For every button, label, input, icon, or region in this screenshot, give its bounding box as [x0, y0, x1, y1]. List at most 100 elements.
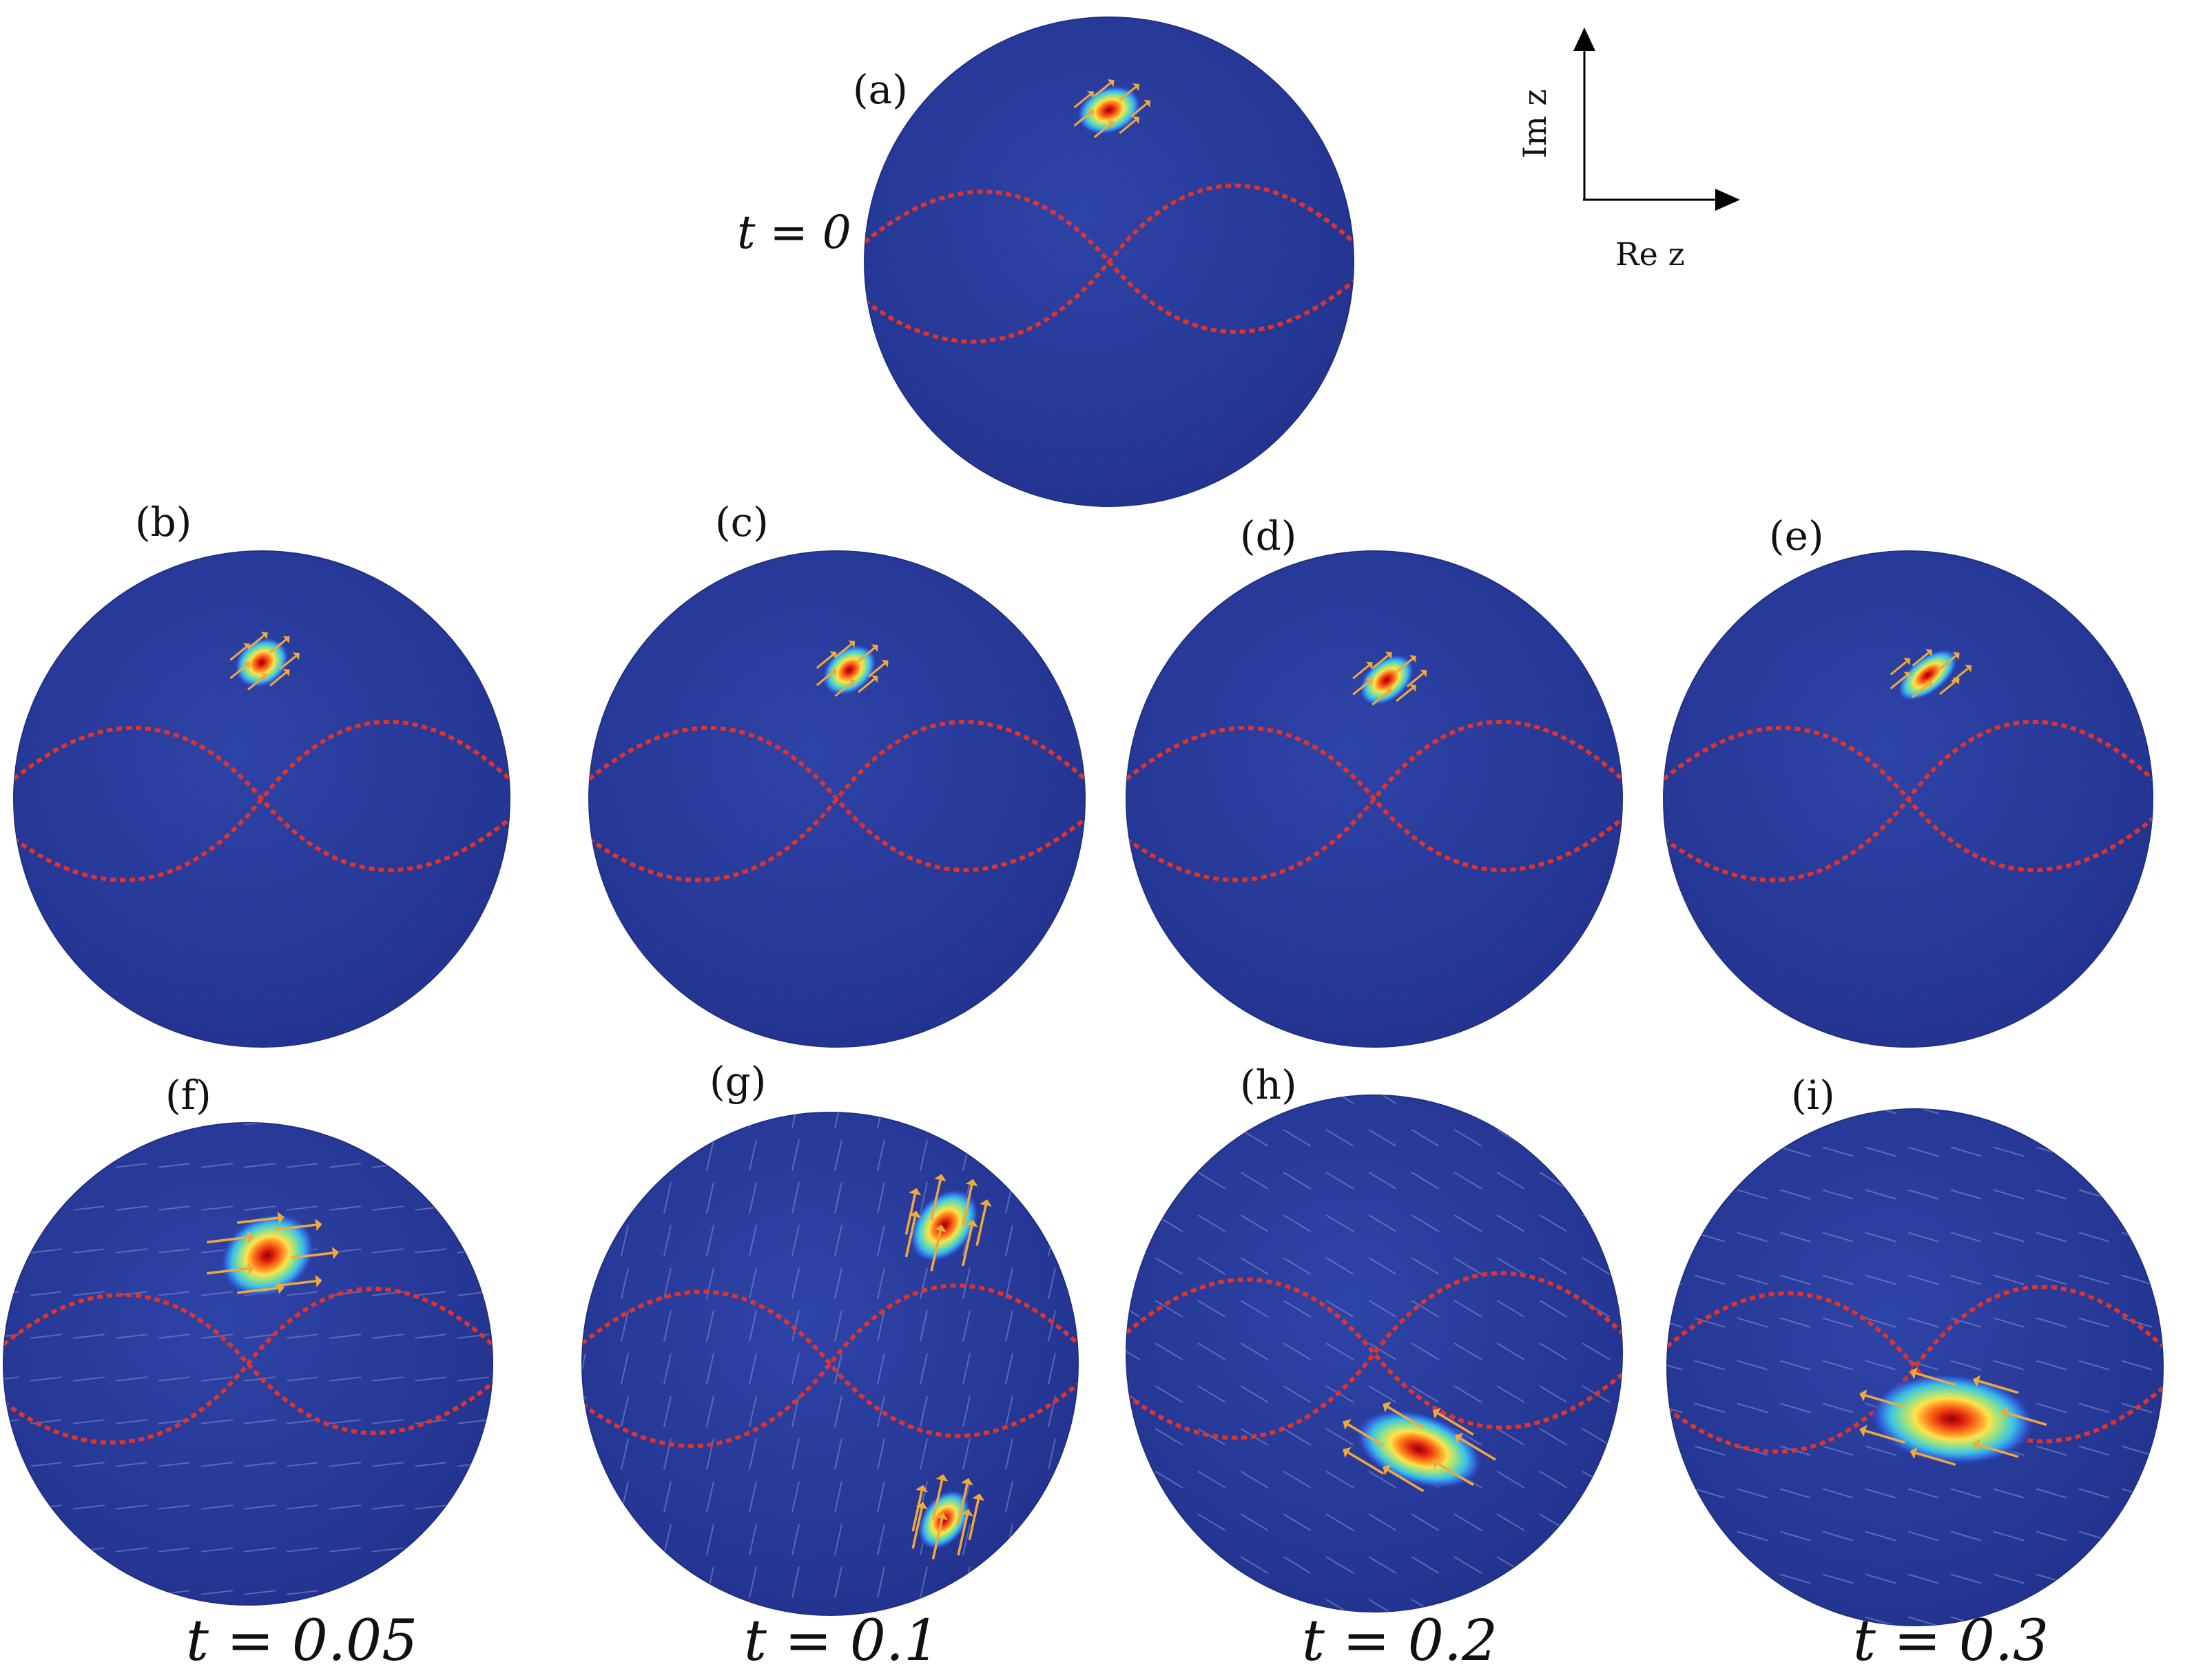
field-arrow: [287, 1504, 318, 1510]
field-arrow: [1737, 1531, 1768, 1542]
field-arrow: [427, 551, 444, 558]
field-arrow: [880, 198, 896, 211]
field-arrow: [1325, 455, 1341, 469]
field-arrow: [1126, 778, 1135, 792]
field-arrow: [158, 1376, 190, 1382]
field-arrow: [979, 755, 995, 769]
field-arrow: [1067, 315, 1084, 329]
field-arrow: [1819, 1013, 1836, 1026]
field-arrow: [1446, 755, 1462, 769]
field-arrow: [380, 551, 397, 558]
field-arrow: [1161, 151, 1177, 165]
field-arrow: [1026, 802, 1042, 816]
hot-arrow: [816, 671, 834, 686]
field-arrow: [1212, 732, 1228, 745]
field-arrow: [404, 708, 420, 722]
field-arrow: [1376, 1013, 1392, 1026]
field-arrow: [1026, 661, 1042, 675]
field-arrow: [1913, 614, 1929, 628]
field-arrow: [885, 732, 902, 745]
field-arrow: [1020, 245, 1037, 258]
field-arrow: [29, 989, 45, 1003]
field-arrow: [1184, 479, 1201, 492]
field-arrow: [749, 1225, 757, 1256]
field-arrow: [1960, 966, 1976, 979]
field-arrow: [357, 778, 373, 792]
field-arrow: [2036, 1274, 2067, 1285]
field-arrow: [1126, 1129, 1141, 1147]
field-arrow: [1352, 802, 1369, 816]
field-arrow: [1114, 34, 1130, 48]
field-arrow: [1843, 825, 1859, 839]
field-arrow: [2007, 551, 2023, 558]
field-arrow: [29, 568, 45, 581]
field-arrow: [3, 1504, 19, 1510]
field-arrow: [1259, 825, 1275, 839]
hot-arrow: [1347, 1423, 1385, 1447]
field-arrow: [1240, 1513, 1269, 1531]
field-arrow: [2007, 778, 2023, 792]
field-arrow: [2100, 661, 2117, 675]
field-arrow: [1694, 1616, 1726, 1626]
field-arrow: [2124, 614, 2140, 628]
field-arrow: [1208, 151, 1224, 165]
field-arrow: [1446, 1013, 1462, 1026]
field-arrow: [1586, 591, 1603, 605]
field-arrow: [216, 638, 233, 652]
field-arrow: [76, 1013, 92, 1026]
field-arrow: [1796, 966, 1812, 979]
field-arrow: [1184, 268, 1201, 282]
field-arrow: [146, 919, 163, 933]
field-arrow: [52, 568, 69, 581]
field-arrow: [244, 1462, 276, 1467]
field-arrow: [628, 551, 644, 558]
field-arrow: [310, 568, 327, 581]
field-arrow: [357, 685, 373, 698]
field-arrow: [1516, 919, 1533, 933]
field-arrow: [404, 732, 420, 745]
hot-arrowhead: [277, 1281, 284, 1294]
field-arrow: [838, 872, 855, 886]
field-arrow: [1329, 825, 1345, 839]
field-arrow: [1073, 568, 1085, 581]
field-arrow: [29, 942, 45, 956]
field-arrow: [2124, 802, 2140, 816]
field-arrow: [2053, 732, 2070, 745]
field-arrow: [674, 966, 691, 979]
field-arrow: [1044, 338, 1060, 352]
field-arrow: [1212, 802, 1228, 816]
field-arrow: [589, 661, 597, 675]
field-arrow: [745, 1013, 761, 1026]
field-arrow: [2100, 802, 2117, 816]
field-arrow: [865, 408, 873, 422]
field-arrow: [1278, 385, 1294, 399]
field-arrow: [1301, 362, 1318, 375]
field-arrow: [99, 778, 116, 792]
field-arrow: [1411, 1513, 1440, 1531]
field-arrow: [451, 708, 467, 722]
field-arrow: [1235, 825, 1252, 839]
field-arrow: [2007, 849, 2023, 862]
field-arrow: [582, 1225, 586, 1256]
field-arrow: [903, 291, 920, 305]
field-arrow: [1516, 778, 1533, 792]
field-arrow: [979, 568, 995, 581]
field-arrow: [2124, 708, 2140, 722]
field-arrow: [497, 989, 510, 1003]
separatrix-curve: [1664, 719, 2153, 882]
field-arrow: [1469, 732, 1486, 745]
field-arrow: [903, 408, 920, 422]
field-arrow: [1772, 942, 1789, 956]
field-arrow: [582, 1524, 586, 1555]
field-arrow: [2030, 638, 2047, 652]
field-arrow: [1890, 989, 1906, 1003]
field-arrow: [604, 966, 621, 979]
field-arrow: [52, 872, 69, 886]
field-arrow: [1161, 408, 1177, 422]
field-arrow: [380, 942, 397, 956]
field-arrow: [932, 849, 949, 862]
field-arrow: [885, 638, 902, 652]
field-arrow: [1822, 1616, 1854, 1626]
field-arrow: [1843, 1013, 1859, 1026]
